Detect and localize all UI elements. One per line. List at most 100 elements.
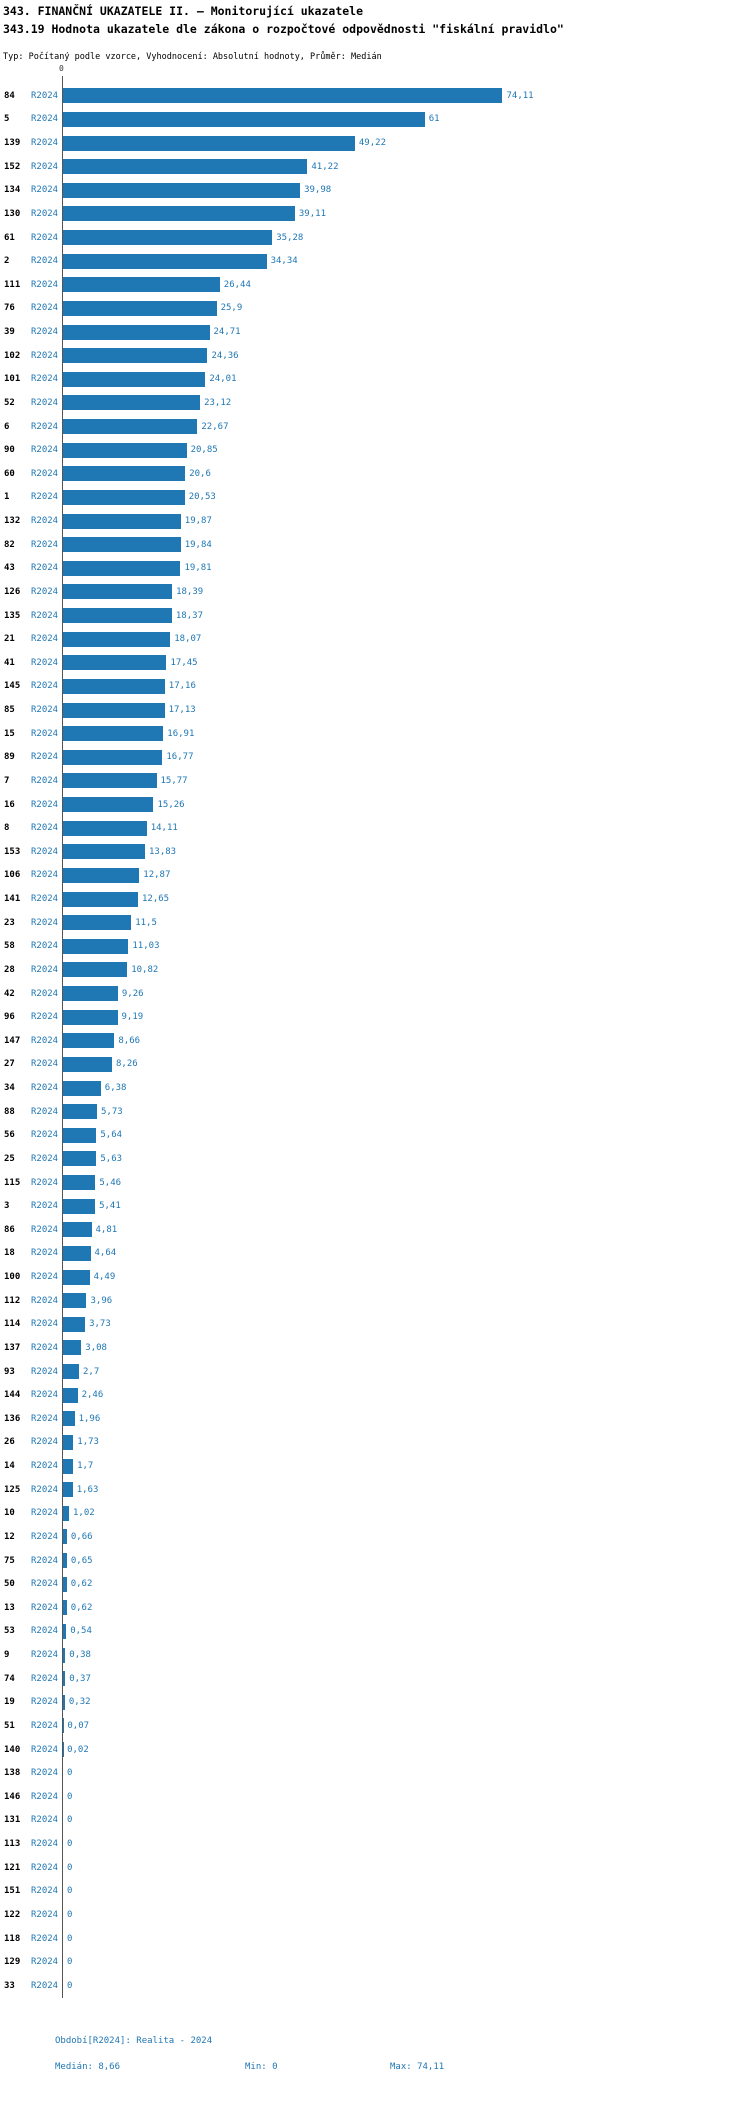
row-period-link[interactable]: R2024 [31,1862,59,1873]
row-period-link[interactable]: R2024 [31,705,59,716]
row-period-link[interactable]: R2024 [31,445,59,456]
row-period-link[interactable]: R2024 [31,964,59,975]
row-period-link[interactable]: R2024 [31,256,59,267]
row-period-link[interactable]: R2024 [31,374,59,385]
bar-value-label: 0 [67,1886,73,1897]
row-period-link[interactable]: R2024 [31,846,59,857]
value-bar [63,1364,79,1380]
row-period-link[interactable]: R2024 [31,1390,59,1401]
bar-value-label: 10,82 [131,964,159,975]
row-period-link[interactable]: R2024 [31,917,59,928]
chart-row: 34 R2024 6,38 [0,1076,750,1100]
chart-row: 89 R2024 16,77 [0,746,750,770]
row-period-link[interactable]: R2024 [31,421,59,432]
row-period-link[interactable]: R2024 [31,1720,59,1731]
row-period-link[interactable]: R2024 [31,539,59,550]
row-period-link[interactable]: R2024 [31,799,59,810]
row-period-link[interactable]: R2024 [31,161,59,172]
row-period-link[interactable]: R2024 [31,1012,59,1023]
row-period-link[interactable]: R2024 [31,303,59,314]
row-period-link[interactable]: R2024 [31,894,59,905]
row-period-link[interactable]: R2024 [31,208,59,219]
row-period-link[interactable]: R2024 [31,1508,59,1519]
row-period-link[interactable]: R2024 [31,1035,59,1046]
value-bar [63,1647,66,1663]
row-period-link[interactable]: R2024 [31,232,59,243]
row-id-label: 111 [4,279,21,290]
row-period-link[interactable]: R2024 [31,1768,59,1779]
row-period-link[interactable]: R2024 [31,1366,59,1377]
row-period-link[interactable]: R2024 [31,988,59,999]
row-period-link[interactable]: R2024 [31,327,59,338]
row-period-link[interactable]: R2024 [31,1319,59,1330]
row-period-link[interactable]: R2024 [31,728,59,739]
row-period-link[interactable]: R2024 [31,1059,59,1070]
bar-value-label: 0 [67,1909,73,1920]
row-period-link[interactable]: R2024 [31,1484,59,1495]
row-period-link[interactable]: R2024 [31,1909,59,1920]
row-period-link[interactable]: R2024 [31,1886,59,1897]
row-period-link[interactable]: R2024 [31,1815,59,1826]
row-period-link[interactable]: R2024 [31,1650,59,1661]
row-period-link[interactable]: R2024 [31,1224,59,1235]
bar-value-label: 0 [67,1791,73,1802]
row-period-link[interactable]: R2024 [31,634,59,645]
row-period-link[interactable]: R2024 [31,1579,59,1590]
row-period-link[interactable]: R2024 [31,775,59,786]
row-period-link[interactable]: R2024 [31,1531,59,1542]
row-period-link[interactable]: R2024 [31,1791,59,1802]
row-period-link[interactable]: R2024 [31,279,59,290]
row-period-link[interactable]: R2024 [31,1295,59,1306]
row-period-link[interactable]: R2024 [31,1413,59,1424]
row-period-link[interactable]: R2024 [31,1697,59,1708]
row-period-link[interactable]: R2024 [31,1673,59,1684]
row-period-link[interactable]: R2024 [31,516,59,527]
row-period-link[interactable]: R2024 [31,1106,59,1117]
row-id-label: 135 [4,610,21,621]
row-period-link[interactable]: R2024 [31,657,59,668]
row-period-link[interactable]: R2024 [31,1201,59,1212]
row-period-link[interactable]: R2024 [31,610,59,621]
row-period-link[interactable]: R2024 [31,563,59,574]
row-period-link[interactable]: R2024 [31,1461,59,1472]
row-period-link[interactable]: R2024 [31,1342,59,1353]
row-period-link[interactable]: R2024 [31,185,59,196]
bar-value-label: 0,02 [67,1744,89,1755]
row-period-link[interactable]: R2024 [31,1839,59,1850]
row-period-link[interactable]: R2024 [31,1744,59,1755]
row-period-link[interactable]: R2024 [31,1437,59,1448]
row-period-link[interactable]: R2024 [31,1933,59,1944]
row-period-link[interactable]: R2024 [31,1153,59,1164]
value-bar [63,1671,66,1687]
row-period-link[interactable]: R2024 [31,114,59,125]
row-period-link[interactable]: R2024 [31,823,59,834]
row-period-link[interactable]: R2024 [31,870,59,881]
row-period-link[interactable]: R2024 [31,1130,59,1141]
value-bar [63,230,273,246]
row-period-link[interactable]: R2024 [31,1957,59,1968]
row-period-link[interactable]: R2024 [31,492,59,503]
row-period-link[interactable]: R2024 [31,350,59,361]
row-id-label: 122 [4,1909,21,1920]
row-period-link[interactable]: R2024 [31,1177,59,1188]
row-period-link[interactable]: R2024 [31,941,59,952]
row-period-link[interactable]: R2024 [31,1602,59,1613]
chart-row: 18 R2024 4,64 [0,1242,750,1266]
row-id-label: 131 [4,1815,21,1826]
row-period-link[interactable]: R2024 [31,138,59,149]
row-period-link[interactable]: R2024 [31,1626,59,1637]
row-period-link[interactable]: R2024 [31,681,59,692]
row-period-link[interactable]: R2024 [31,90,59,101]
chart-row: 39 R2024 24,71 [0,320,750,344]
chart-row: 75 R2024 0,65 [0,1549,750,1573]
row-period-link[interactable]: R2024 [31,1555,59,1566]
row-period-link[interactable]: R2024 [31,397,59,408]
row-period-link[interactable]: R2024 [31,752,59,763]
row-period-link[interactable]: R2024 [31,586,59,597]
bar-value-label: 17,45 [170,657,198,668]
row-period-link[interactable]: R2024 [31,1248,59,1259]
row-period-link[interactable]: R2024 [31,1980,59,1991]
row-period-link[interactable]: R2024 [31,1083,59,1094]
row-period-link[interactable]: R2024 [31,1272,59,1283]
row-period-link[interactable]: R2024 [31,468,59,479]
